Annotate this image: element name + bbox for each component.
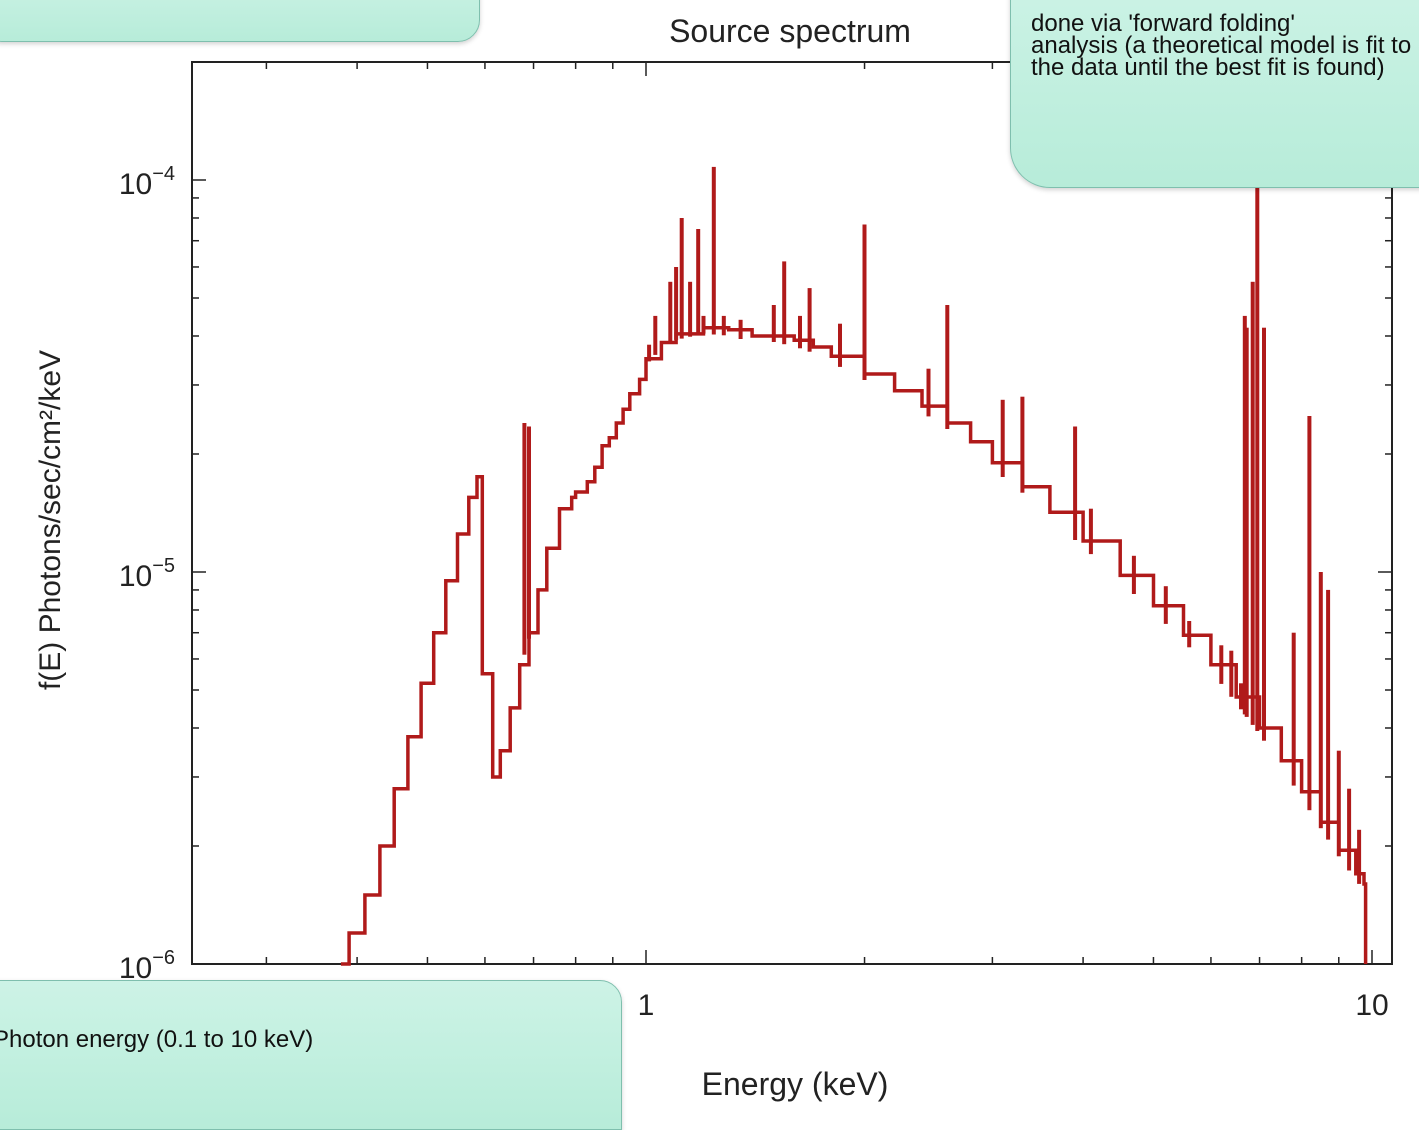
y-tick-label-1: 10−5 — [119, 555, 175, 593]
callout-bottom-left: Photon energy (0.1 to 10 keV) — [0, 980, 622, 1130]
emission-line-1 — [527, 426, 531, 639]
y-tick-label-0: 10−4 — [119, 163, 175, 201]
emission-line-23 — [1073, 426, 1078, 540]
emission-line-20 — [945, 305, 950, 429]
emission-line-28 — [1219, 645, 1224, 684]
emission-line-15 — [798, 315, 802, 349]
emission-line-9 — [701, 315, 706, 334]
plot-frame — [191, 61, 1393, 965]
emission-line-27 — [1187, 621, 1192, 648]
emission-line-38 — [1318, 572, 1323, 829]
x-axis-label: Energy (keV) — [702, 1066, 889, 1102]
chart-title: Source spectrum — [669, 13, 911, 49]
emission-line-25 — [1131, 555, 1136, 594]
x-tick-label-0: 1 — [638, 989, 655, 1022]
emission-line-32 — [1244, 327, 1249, 717]
emission-line-6 — [679, 218, 684, 339]
emission-line-11 — [721, 315, 726, 336]
y-tick-labels: 10−4 10−5 10−6 — [119, 163, 175, 985]
y-axis-label: f(E) Photons/sec/cm²/keV — [34, 350, 67, 690]
emission-line-2 — [647, 344, 652, 362]
emission-line-34 — [1255, 149, 1260, 731]
emission-line-29 — [1229, 650, 1234, 697]
emission-line-7 — [688, 281, 693, 337]
x-tick-labels: 1 10 — [638, 989, 1389, 1022]
emission-line-22 — [1020, 396, 1025, 493]
emission-line-3 — [653, 315, 658, 355]
emission-line-26 — [1163, 586, 1168, 624]
emission-line-42 — [1357, 829, 1362, 884]
emission-line-36 — [1291, 632, 1296, 786]
continuum-line — [340, 325, 1368, 966]
emission-line-41 — [1347, 788, 1352, 871]
spectrum-chart: Source spectrum 10−4 10−5 10−6 1 10 f(E) Ph… — [34, 13, 1393, 1102]
emission-line-33 — [1250, 281, 1255, 725]
emission-line-18 — [862, 224, 867, 380]
emission-line-37 — [1307, 416, 1312, 811]
emission-line-39 — [1326, 589, 1331, 840]
emission-line-10 — [711, 166, 716, 335]
emission-line-13 — [771, 305, 776, 342]
y-tick-label-2: 10−6 — [119, 947, 175, 985]
axis-ticks — [192, 61, 1392, 965]
callout-top-right: done via 'forward folding' analysis (a t… — [1010, 0, 1419, 188]
emission-line-4 — [668, 281, 673, 344]
emission-line-35 — [1262, 327, 1266, 741]
emission-line-21 — [1000, 399, 1005, 477]
emission-line-24 — [1088, 508, 1093, 555]
emission-line-14 — [782, 261, 787, 345]
emission-line-0 — [522, 423, 527, 655]
emission-line-40 — [1336, 750, 1341, 857]
emission-line-19 — [926, 368, 931, 417]
x-tick-label-1: 10 — [1355, 989, 1388, 1022]
emission-line-5 — [674, 267, 679, 340]
emission-line-17 — [838, 323, 842, 367]
spectrum-series — [340, 149, 1368, 966]
callout-top-left — [0, 0, 480, 42]
emission-line-16 — [807, 288, 812, 352]
emission-line-30 — [1239, 683, 1243, 710]
emission-line-12 — [738, 319, 743, 339]
emission-line-8 — [696, 229, 701, 335]
